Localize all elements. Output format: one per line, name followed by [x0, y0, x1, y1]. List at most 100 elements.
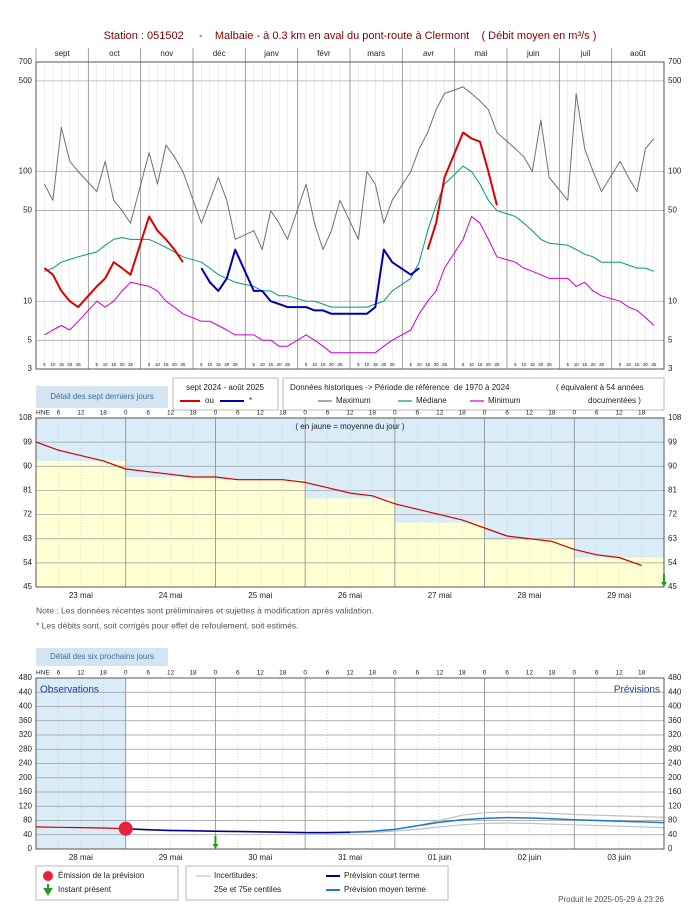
- y-tick-label: 120: [19, 801, 33, 810]
- daily-mean-bar: [574, 557, 664, 587]
- observed-line: [35, 826, 126, 830]
- day-label: 10: [626, 362, 632, 367]
- y-tick-label: 100: [19, 167, 33, 176]
- day-label: 20: [120, 362, 126, 367]
- hour-label: 12: [77, 410, 85, 417]
- legend-label: Médiane: [416, 396, 447, 405]
- day-label: 5: [514, 362, 517, 367]
- day-label: 10: [260, 362, 266, 367]
- month-label: mars: [367, 49, 385, 58]
- y-tick-label: 200: [668, 773, 682, 782]
- y-tick-label: 0: [28, 844, 33, 853]
- day-label: 5: [462, 362, 465, 367]
- daily-mean-bar: [305, 498, 395, 587]
- hour-label: 18: [459, 670, 467, 677]
- legend-label: Instant présent: [58, 885, 112, 894]
- y-tick-label: 360: [19, 716, 33, 725]
- hour-label: HNE: [36, 410, 50, 417]
- y-tick-label: 480: [668, 673, 682, 682]
- y-tick-label: 40: [668, 830, 677, 839]
- detail-box: [36, 386, 168, 408]
- day-label: 25 mai: [248, 591, 272, 600]
- y-tick-label: 72: [668, 510, 677, 519]
- period-label: sept 2024 - août 2025: [186, 383, 264, 392]
- y-tick-label: 100: [668, 167, 682, 176]
- day-label: 20: [329, 362, 335, 367]
- day-label: 25: [128, 362, 134, 367]
- month-label: avr: [423, 49, 434, 58]
- series-line: [44, 165, 655, 308]
- legend-label: Incertitudes:: [214, 871, 258, 880]
- y-tick-label: 360: [668, 716, 682, 725]
- month-label: juin: [526, 49, 539, 58]
- day-label: 5: [357, 362, 360, 367]
- y-tick-label: 320: [19, 730, 33, 739]
- y-tick-label: 45: [668, 582, 677, 591]
- period-box: [172, 377, 279, 411]
- day-label: 25: [547, 362, 553, 367]
- y-tick-label: 99: [23, 437, 32, 446]
- day-label: 15: [634, 362, 640, 367]
- series-line: [43, 131, 498, 309]
- legend-label: 25e et 75e centiles: [214, 885, 281, 894]
- y-tick-label: 280: [668, 744, 682, 753]
- hour-label: 12: [526, 410, 534, 417]
- y-tick-label: 54: [668, 558, 677, 567]
- emission-dot: [118, 821, 133, 836]
- historic-documented: documentées ): [588, 396, 641, 405]
- recent-chart: HNE 6 12 18 0 6 12 18 0 6 12 18 0 6 12 18 0 6 12 18 0 6 12 18 0 6…: [19, 410, 682, 600]
- day-label: 28 mai: [517, 591, 541, 600]
- legend-box: [35, 865, 179, 901]
- y-tick-label: 440: [668, 687, 682, 696]
- y-tick-label: 50: [668, 206, 677, 215]
- hour-label: HNE: [36, 670, 50, 677]
- day-label: 28 mai: [69, 853, 93, 862]
- day-label: 10: [207, 362, 213, 367]
- legend-label: Prévision moyen terme: [344, 885, 426, 894]
- hour-label: 0: [124, 410, 128, 417]
- day-label: 15: [216, 362, 222, 367]
- y-tick-label: 99: [668, 437, 677, 446]
- day-label: 10: [469, 362, 475, 367]
- annotation: ( en jaune = moyenne du jour ): [295, 422, 405, 431]
- y-tick-label: 5: [668, 335, 673, 344]
- series-line: [43, 86, 655, 251]
- observations-label: Observations: [40, 685, 99, 696]
- day-label: 25: [76, 362, 82, 367]
- day-label: 26 mai: [338, 591, 362, 600]
- hour-label: 0: [303, 670, 307, 677]
- hour-label: 0: [214, 410, 218, 417]
- day-label: 15: [320, 362, 326, 367]
- historic-label: Données historiques -> Période de référe…: [290, 383, 510, 392]
- hour-label: 12: [167, 410, 175, 417]
- historic-equivalent: ( équivalent à 54 années: [556, 383, 644, 392]
- day-label: 20: [224, 362, 230, 367]
- legend-label: Maximum: [336, 396, 371, 405]
- y-tick-label: 440: [19, 687, 33, 696]
- legend-label: ou: [205, 396, 214, 405]
- day-label: 5: [148, 362, 151, 367]
- hour-label: 0: [393, 410, 397, 417]
- day-label: 25: [494, 362, 500, 367]
- day-label: 25: [337, 362, 343, 367]
- daily-mean-bar: [215, 479, 306, 587]
- hour-label: 6: [415, 410, 419, 417]
- day-label: 20: [486, 362, 492, 367]
- y-tick-label: 40: [23, 830, 32, 839]
- day-label: 25: [233, 362, 239, 367]
- hour-label: 18: [100, 410, 108, 417]
- day-label: 02 juin: [518, 853, 542, 862]
- y-tick-label: 500: [668, 76, 682, 85]
- plot-frame: [35, 677, 665, 850]
- detail-label: Détail des six prochains jours: [50, 652, 154, 661]
- day-label: 20: [591, 362, 597, 367]
- chart-title: Station : 051502 - Malbaie - à 0.3 km en…: [104, 30, 597, 42]
- y-tick-label: 280: [19, 744, 33, 753]
- day-label: 10: [155, 362, 161, 367]
- hour-label: 6: [146, 410, 150, 417]
- month-label: mai: [474, 49, 487, 58]
- hour-label: 18: [279, 410, 287, 417]
- day-label: 5: [43, 362, 46, 367]
- day-label: 10: [417, 362, 423, 367]
